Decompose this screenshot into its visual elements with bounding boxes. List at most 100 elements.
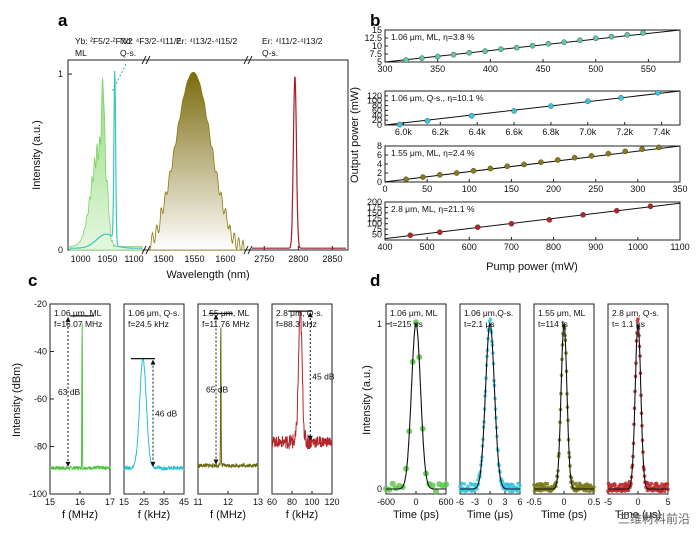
- axis-break-mark: [145, 55, 151, 65]
- y-tick-label: 150: [367, 208, 382, 218]
- pulse-data-point: [433, 488, 439, 495]
- x-tick-label: 350: [672, 184, 687, 194]
- x-axis-title: Time (ps): [541, 509, 587, 521]
- pulse-data-point: [413, 319, 419, 326]
- nd-series-label: Nd: ⁴F3/2-⁴I11/2: [120, 36, 181, 46]
- rf-spectrum-line: [49, 323, 111, 472]
- subplot-title: 1.55 μm, ML: [538, 308, 586, 318]
- x-tick-label: 300: [377, 64, 392, 74]
- x-tick-label: 25: [139, 497, 149, 507]
- x-tick-label: -6: [456, 497, 464, 507]
- data-point: [585, 98, 591, 104]
- x-axis-title: Time (ps): [393, 509, 439, 521]
- pulse-data-point: [662, 489, 667, 494]
- y-tick-label: 200: [367, 197, 382, 207]
- y-tick-label: 100: [367, 219, 382, 229]
- data-point: [592, 35, 599, 42]
- pulse-data-point: [462, 482, 467, 486]
- yb-mode-label: ML: [75, 48, 87, 58]
- snr-label: 63 dB: [58, 387, 81, 397]
- data-point: [504, 163, 511, 170]
- data-point: [618, 95, 624, 101]
- pulse-data-point: [591, 488, 596, 493]
- pulse-data-point: [665, 482, 670, 487]
- x-tick-label: 17: [105, 497, 115, 507]
- y-tick-label: 100: [367, 96, 382, 106]
- data-point: [624, 32, 631, 38]
- x-tick-label: 16: [75, 497, 85, 507]
- x-tick-label: 700: [504, 242, 519, 252]
- data-point: [655, 89, 661, 96]
- panel-c-rf-spectra: -20 -40 -60 -80 -100 Intensity (dBm) 15 16 17 f (…: [11, 299, 340, 521]
- x-tick-label: 12: [223, 497, 233, 507]
- data-point: [554, 157, 561, 163]
- y-tick-label: 60: [372, 105, 382, 115]
- x-tick-label: 2850: [322, 254, 342, 264]
- data-point: [508, 220, 515, 227]
- x-axis-title: Time (μs): [467, 509, 513, 521]
- subplot-frequency: f=11.76 MHz: [202, 319, 250, 329]
- data-point: [436, 171, 443, 178]
- pulse-data-point: [584, 489, 589, 493]
- x-tick-label: -3: [471, 497, 479, 507]
- fit-line: [384, 145, 681, 183]
- rf-spectrum-line: [123, 358, 185, 472]
- y-tick-label: 8: [377, 141, 382, 151]
- x-tick-label: -0.5: [526, 497, 542, 507]
- data-point: [622, 148, 629, 155]
- x-tick-label: 150: [504, 184, 519, 194]
- subplot-frequency: f=88.3 kHz: [276, 319, 317, 329]
- x-tick-label: 1000: [628, 242, 648, 252]
- data-point: [482, 48, 488, 54]
- y-axis-title: Intensity (a.u.): [31, 120, 43, 190]
- y-tick-label: 12.5: [364, 33, 382, 43]
- x-tick-label: 1550: [185, 254, 205, 264]
- x-tick-label: 0: [635, 497, 640, 507]
- y-tick-label: -100: [29, 489, 47, 499]
- subplot-title: 2.8 μm, Q-s.: [612, 308, 659, 318]
- subplot-title: 1.06 μm,Q-s.: [464, 308, 513, 318]
- data-point: [450, 51, 457, 58]
- er280-mode-label: Q-s.: [262, 48, 278, 58]
- data-point: [436, 229, 443, 235]
- subplot-duration: t=215 ps: [390, 319, 423, 329]
- y-tick-label: -20: [34, 299, 47, 309]
- pulse-data-point: [574, 481, 578, 486]
- x-tick-label: 800: [546, 242, 561, 252]
- x-tick-label: 250: [588, 184, 603, 194]
- pulse-data-point: [466, 484, 470, 489]
- data-point: [513, 44, 520, 51]
- x-tick-label: 7.2k: [616, 127, 634, 137]
- x-tick-label: 6.2k: [432, 127, 450, 137]
- y-tick-label: 1: [58, 69, 63, 79]
- nd-pointer-line: [111, 63, 127, 93]
- data-point: [577, 37, 583, 44]
- data-point: [588, 153, 595, 159]
- x-tick-label: 550: [641, 64, 656, 74]
- x-tick-label: 300: [630, 184, 645, 194]
- arrow-head-down: [150, 461, 156, 467]
- data-point: [640, 30, 646, 36]
- pulse-fit-curve: [608, 321, 668, 490]
- y-tick-label: 7.5: [369, 49, 382, 59]
- axis-break-mark: [243, 245, 249, 255]
- y-tick-label: 80: [372, 101, 382, 111]
- data-point: [639, 146, 645, 152]
- data-point: [419, 55, 425, 61]
- panel-label-b: b: [370, 11, 380, 30]
- panel-label-d: d: [370, 271, 380, 290]
- subplot-label: 2.8 μm, ML, η=21.1 %: [391, 204, 475, 214]
- x-tick-label: 80: [287, 497, 297, 507]
- y-tick-label: 50: [372, 230, 382, 240]
- x-tick-label: 2750: [254, 254, 274, 264]
- x-tick-label: 1050: [97, 254, 117, 264]
- data-point: [453, 170, 460, 176]
- data-point: [656, 144, 662, 151]
- arrow-head-up: [213, 314, 219, 320]
- x-tick-label: 100: [462, 184, 477, 194]
- x-tick-label: 1100: [124, 254, 143, 264]
- y-tick-label: -80: [34, 442, 47, 452]
- subplot-frame: [49, 303, 111, 495]
- pulse-fit-curve: [386, 322, 446, 490]
